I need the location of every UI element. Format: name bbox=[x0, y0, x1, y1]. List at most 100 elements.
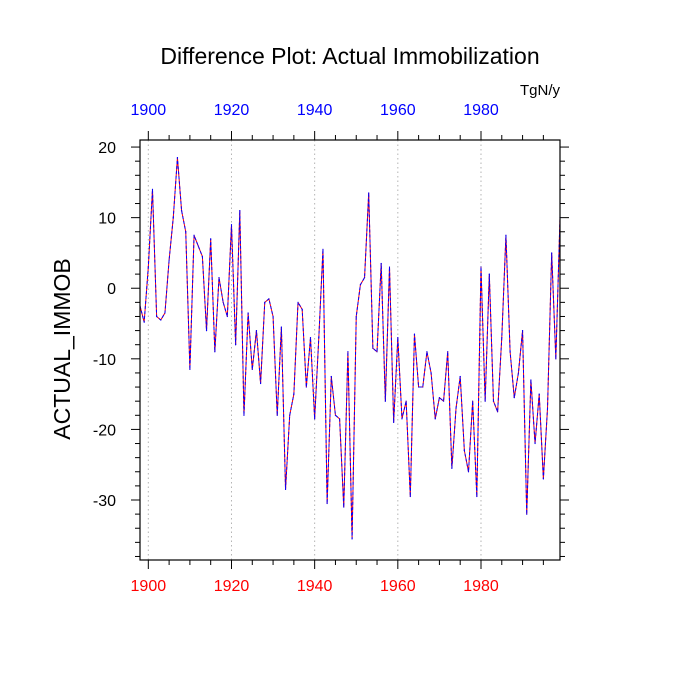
data-point bbox=[189, 368, 191, 371]
data-point bbox=[330, 375, 332, 378]
data-point bbox=[251, 368, 253, 371]
data-point bbox=[210, 238, 212, 240]
data-point bbox=[538, 393, 540, 395]
data-point bbox=[164, 312, 166, 314]
data-point bbox=[239, 209, 241, 212]
data-point bbox=[476, 495, 478, 498]
data-point bbox=[505, 234, 507, 236]
data-point bbox=[534, 442, 536, 445]
data-point bbox=[418, 386, 420, 388]
data-point bbox=[347, 351, 349, 353]
data-point bbox=[455, 407, 457, 409]
data-point bbox=[247, 312, 249, 314]
axis-ticks bbox=[131, 131, 569, 569]
data-point bbox=[297, 301, 299, 303]
data-point bbox=[359, 284, 361, 286]
data-point bbox=[143, 321, 145, 323]
data-point bbox=[284, 488, 287, 491]
x-tick-label-bottom: 1900 bbox=[131, 578, 167, 595]
series-line-overlay bbox=[139, 157, 561, 540]
x-tick-label-top: 1900 bbox=[131, 102, 167, 119]
x-tick-label-top: 1920 bbox=[214, 102, 250, 119]
data-point bbox=[305, 386, 307, 388]
data-point bbox=[339, 418, 341, 420]
data-point bbox=[226, 315, 228, 318]
data-point bbox=[409, 495, 411, 498]
x-tick-label-bottom: 1980 bbox=[463, 578, 499, 595]
data-point bbox=[301, 308, 303, 311]
data-point bbox=[513, 397, 515, 399]
data-point bbox=[434, 418, 436, 420]
x-tick-label-top: 1940 bbox=[297, 102, 333, 119]
data-point bbox=[289, 414, 291, 416]
data-point bbox=[205, 329, 208, 332]
chart-title: Difference Plot: Actual Immobilization bbox=[160, 43, 539, 69]
units-label: TgN/y bbox=[520, 82, 561, 99]
data-point bbox=[484, 400, 486, 402]
x-tick-label-top: 1960 bbox=[380, 102, 416, 119]
data-point bbox=[413, 333, 416, 335]
data-point bbox=[526, 513, 528, 515]
data-point bbox=[546, 407, 549, 409]
data-point bbox=[235, 344, 237, 346]
data-point bbox=[422, 386, 424, 388]
data-point bbox=[222, 301, 224, 303]
y-tick-label: -30 bbox=[93, 493, 116, 510]
data-point bbox=[472, 400, 474, 402]
data-point bbox=[326, 502, 328, 505]
data-point bbox=[467, 471, 470, 473]
data-point bbox=[243, 414, 245, 416]
data-point bbox=[218, 277, 220, 279]
data-point bbox=[555, 358, 557, 360]
data-point bbox=[517, 372, 520, 374]
data-point bbox=[393, 421, 395, 423]
data-point bbox=[334, 414, 337, 416]
data-point bbox=[268, 298, 270, 300]
data-point bbox=[530, 379, 532, 381]
data-point bbox=[368, 192, 370, 194]
data-point bbox=[376, 351, 378, 353]
y-tick-label: -10 bbox=[93, 352, 116, 369]
data-point bbox=[193, 234, 195, 236]
data-point bbox=[521, 329, 524, 332]
plot-frame bbox=[139, 139, 561, 561]
data-point bbox=[197, 245, 199, 247]
data-point bbox=[172, 217, 174, 219]
data-point bbox=[185, 231, 187, 233]
data-point bbox=[147, 266, 149, 268]
data-point bbox=[351, 538, 353, 540]
data-point bbox=[401, 418, 403, 420]
data-point bbox=[380, 262, 382, 265]
data-point bbox=[442, 400, 445, 402]
data-point bbox=[463, 449, 465, 452]
x-tick-label-bottom: 1960 bbox=[380, 578, 416, 595]
data-point bbox=[201, 255, 203, 258]
y-axis-label: ACTUAL_IMMOB bbox=[49, 258, 75, 439]
data-point bbox=[426, 351, 428, 353]
data-point bbox=[255, 329, 258, 332]
data-point bbox=[551, 252, 553, 254]
data-point bbox=[293, 393, 295, 395]
data-point bbox=[168, 259, 170, 261]
y-tick-label: 0 bbox=[107, 281, 116, 298]
data-point bbox=[459, 375, 461, 378]
data-point bbox=[318, 337, 320, 339]
data-point bbox=[451, 467, 453, 469]
data-point bbox=[180, 209, 183, 212]
x-tick-label-top: 1980 bbox=[463, 102, 499, 119]
data-point bbox=[276, 414, 278, 416]
tick-labels: 1900 1900 1920 1920 1940 1940 1960 1960 1980 1980… bbox=[93, 102, 499, 595]
data-point bbox=[501, 337, 503, 339]
data-point bbox=[480, 266, 482, 268]
data-point bbox=[405, 400, 407, 402]
data-point bbox=[309, 337, 312, 339]
data-point bbox=[388, 266, 391, 268]
data-series bbox=[139, 157, 561, 540]
data-point bbox=[259, 382, 262, 385]
data-point bbox=[497, 411, 499, 413]
data-point bbox=[438, 397, 441, 399]
data-point bbox=[397, 337, 399, 339]
x-tick-label-bottom: 1940 bbox=[297, 578, 333, 595]
data-point bbox=[280, 326, 282, 328]
